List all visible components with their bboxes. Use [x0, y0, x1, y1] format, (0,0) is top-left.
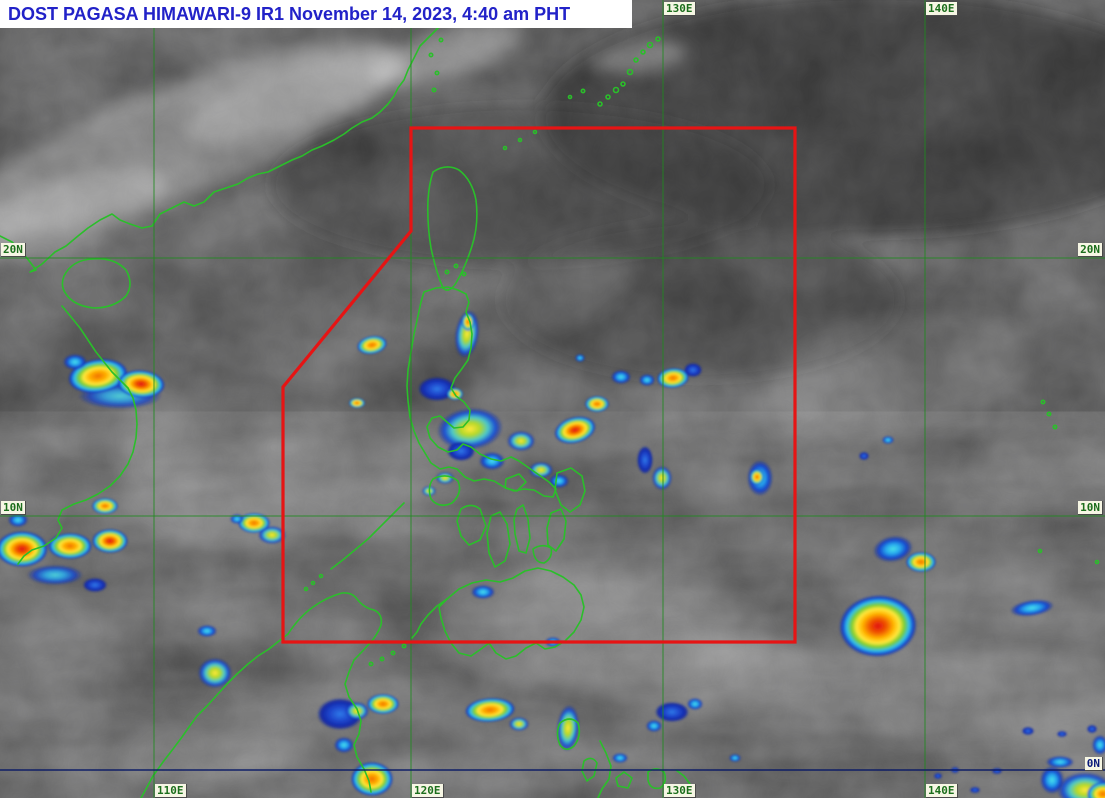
coastlines-layer [0, 17, 1100, 798]
small-islands [303, 36, 1100, 667]
par-boundary-layer [281, 126, 797, 644]
palawan-coastline [330, 502, 405, 570]
luzon-coastline [406, 286, 557, 498]
mindoro-coastline [428, 475, 461, 507]
par-boundary [281, 126, 797, 644]
taiwan-coastline [427, 166, 478, 291]
hainan-coastline [61, 257, 131, 309]
borneo-coastline [140, 633, 289, 798]
china-coastline [0, 17, 451, 273]
vietnam-coastline [17, 305, 138, 565]
image-title: DOST PAGASA HIMAWARI-9 IR1 November 14, … [8, 4, 571, 24]
mindanao-coastline [438, 567, 585, 660]
title-bar: DOST PAGASA HIMAWARI-9 IR1 November 14, … [0, 0, 632, 28]
